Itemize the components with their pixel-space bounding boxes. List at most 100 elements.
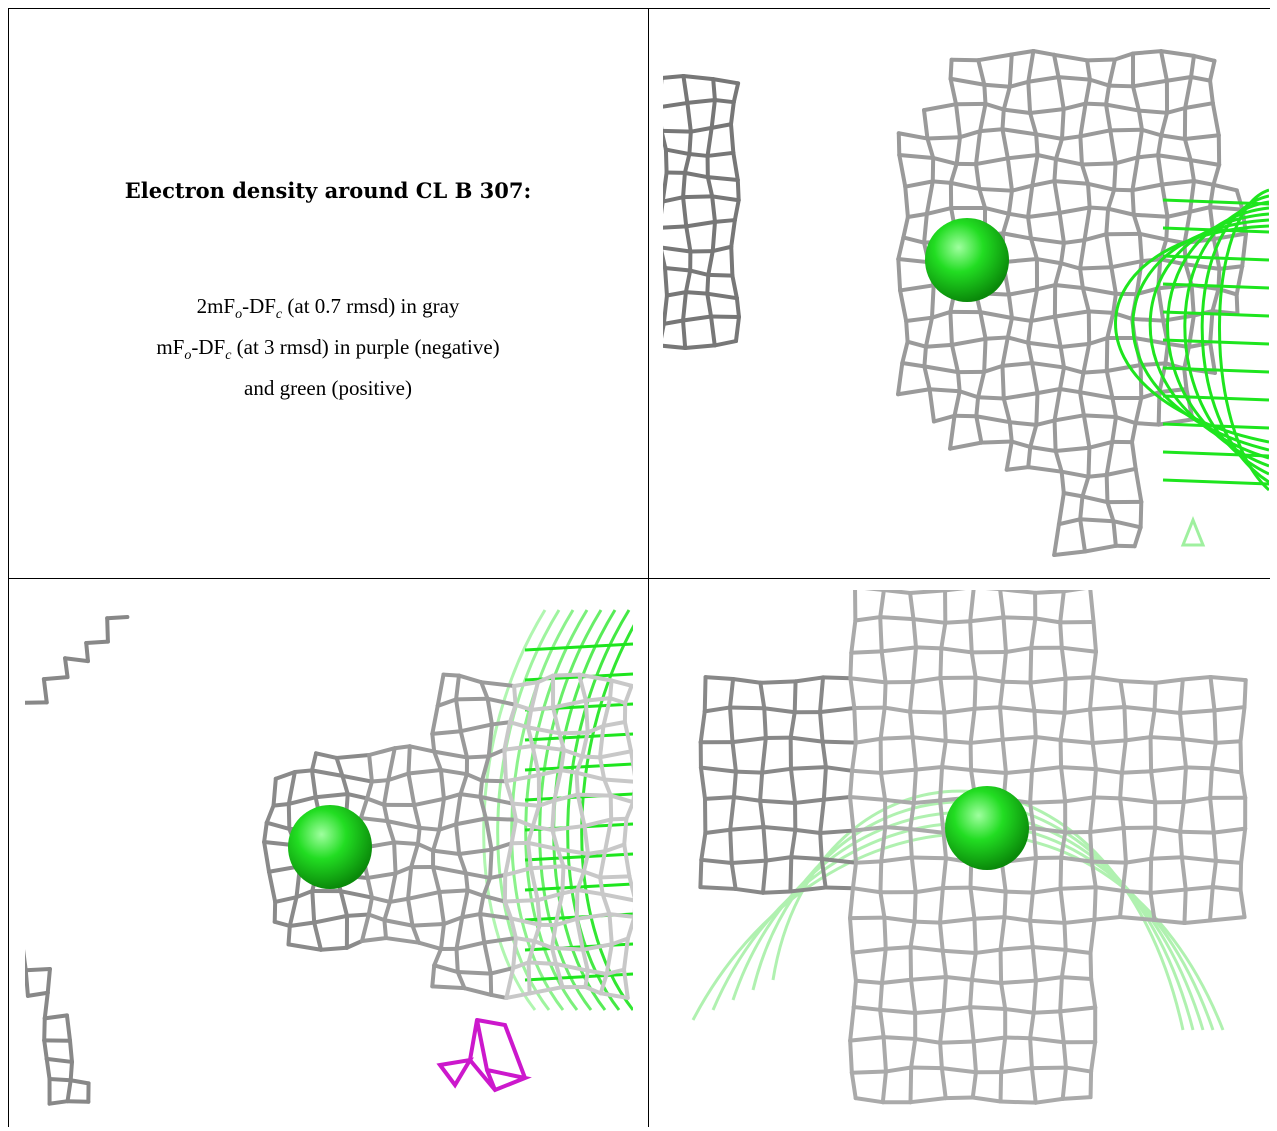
mesh-strand [1234, 188, 1245, 212]
mesh-strand [709, 314, 717, 348]
mesh-strand [681, 194, 715, 200]
mesh-strand [1148, 735, 1154, 774]
mesh-strand [1009, 315, 1034, 323]
mesh-strand [913, 1036, 943, 1045]
mesh-strand [1058, 855, 1064, 891]
mesh-strand [879, 946, 888, 985]
mesh-strand [853, 615, 883, 623]
mesh-strand [1031, 1009, 1063, 1015]
mesh-strand [574, 888, 580, 921]
mesh-strand [503, 841, 514, 878]
mesh-strand [1189, 53, 1196, 80]
mesh-strand [1001, 107, 1033, 115]
mesh-strand [1028, 1010, 1036, 1041]
mesh-strand [441, 915, 465, 926]
mesh-strand [1026, 444, 1033, 470]
mesh-strand [415, 841, 436, 853]
mesh-strand [1118, 796, 1158, 805]
mesh-strand [706, 272, 735, 278]
mesh-strand [503, 866, 533, 878]
mesh-strand [383, 936, 421, 945]
mesh-strand [580, 942, 614, 952]
mesh-strand [537, 798, 557, 808]
mesh-strand [1031, 826, 1038, 861]
mesh-strand [622, 967, 630, 1000]
divider-vertical [648, 8, 649, 1127]
mesh-strand [924, 206, 954, 216]
mesh-strand [728, 827, 734, 865]
mesh-strand [524, 972, 633, 982]
mesh-strand [729, 860, 738, 891]
mesh-strand [1211, 237, 1222, 271]
mesh-strand [1239, 826, 1248, 865]
mesh-strand [385, 819, 422, 830]
mesh-strand [728, 705, 735, 745]
mesh-strand [1208, 182, 1216, 210]
mesh-strand [366, 895, 374, 917]
mesh-strand [1211, 830, 1218, 863]
mesh-strand [978, 310, 1014, 320]
mesh-strand [1026, 318, 1034, 345]
mesh-strand [1078, 390, 1115, 401]
mesh-strand [1162, 226, 1269, 234]
mesh-strand [818, 830, 824, 861]
mesh-strand [925, 135, 962, 141]
mesh-strand [1182, 366, 1189, 392]
mesh-strand [1135, 127, 1144, 160]
mesh-strand [788, 766, 798, 805]
mesh-strand [968, 619, 974, 655]
mesh-strand [271, 801, 291, 808]
mesh-strand [310, 888, 317, 925]
mesh-strand [683, 290, 710, 296]
mesh-strand [663, 195, 686, 204]
mesh-strand [552, 792, 580, 803]
mesh-strand [908, 709, 947, 715]
mesh-strand [406, 771, 417, 808]
mesh-strand [603, 817, 614, 854]
mesh-strand [609, 678, 633, 688]
mesh-strand [903, 184, 910, 219]
mesh-strand [1104, 369, 1115, 401]
mesh-strand [1005, 156, 1014, 193]
mesh-strand [1078, 517, 1116, 524]
mesh-strand [1052, 413, 1086, 423]
mesh-strand [530, 803, 542, 829]
mesh-strand [1082, 543, 1118, 554]
mesh-strand [1165, 106, 1188, 115]
mesh-strand [64, 1013, 73, 1043]
mesh-strand [898, 283, 936, 293]
mesh-strand [1052, 309, 1091, 319]
mesh-strand [1188, 158, 1196, 184]
mesh-strand [1059, 240, 1066, 266]
mesh-strand [712, 98, 736, 105]
mesh-strand [1122, 705, 1128, 743]
mesh-strand [478, 893, 486, 917]
mesh-strand [999, 1035, 1008, 1075]
mesh-strand [1159, 49, 1169, 83]
mesh-strand [292, 768, 315, 775]
mesh-strand [788, 735, 825, 744]
mesh-strand [758, 770, 765, 803]
mesh-strand [507, 720, 531, 730]
mesh-strand [561, 864, 586, 874]
mesh-strand [1123, 856, 1154, 865]
mesh-strand [483, 816, 518, 822]
mesh-strand [941, 975, 948, 1013]
mesh-strand [1131, 212, 1142, 236]
mesh-strand [482, 936, 518, 945]
mesh-strand [1162, 282, 1269, 290]
mesh-strand [982, 82, 988, 106]
mesh-strand [909, 1036, 918, 1070]
mesh-strand [1063, 1065, 1094, 1074]
mesh-strand [1104, 439, 1115, 477]
mesh-strand [1118, 796, 1126, 830]
mesh-strand [607, 912, 633, 919]
mesh-strand [1088, 707, 1095, 745]
mesh-strand [664, 290, 688, 298]
mesh-strand [1188, 158, 1222, 167]
mesh-strand [1213, 858, 1244, 865]
mesh-strand [938, 886, 945, 925]
mesh-strand [685, 98, 717, 105]
mesh-strand [1053, 445, 1092, 453]
mesh-strand [602, 777, 633, 784]
